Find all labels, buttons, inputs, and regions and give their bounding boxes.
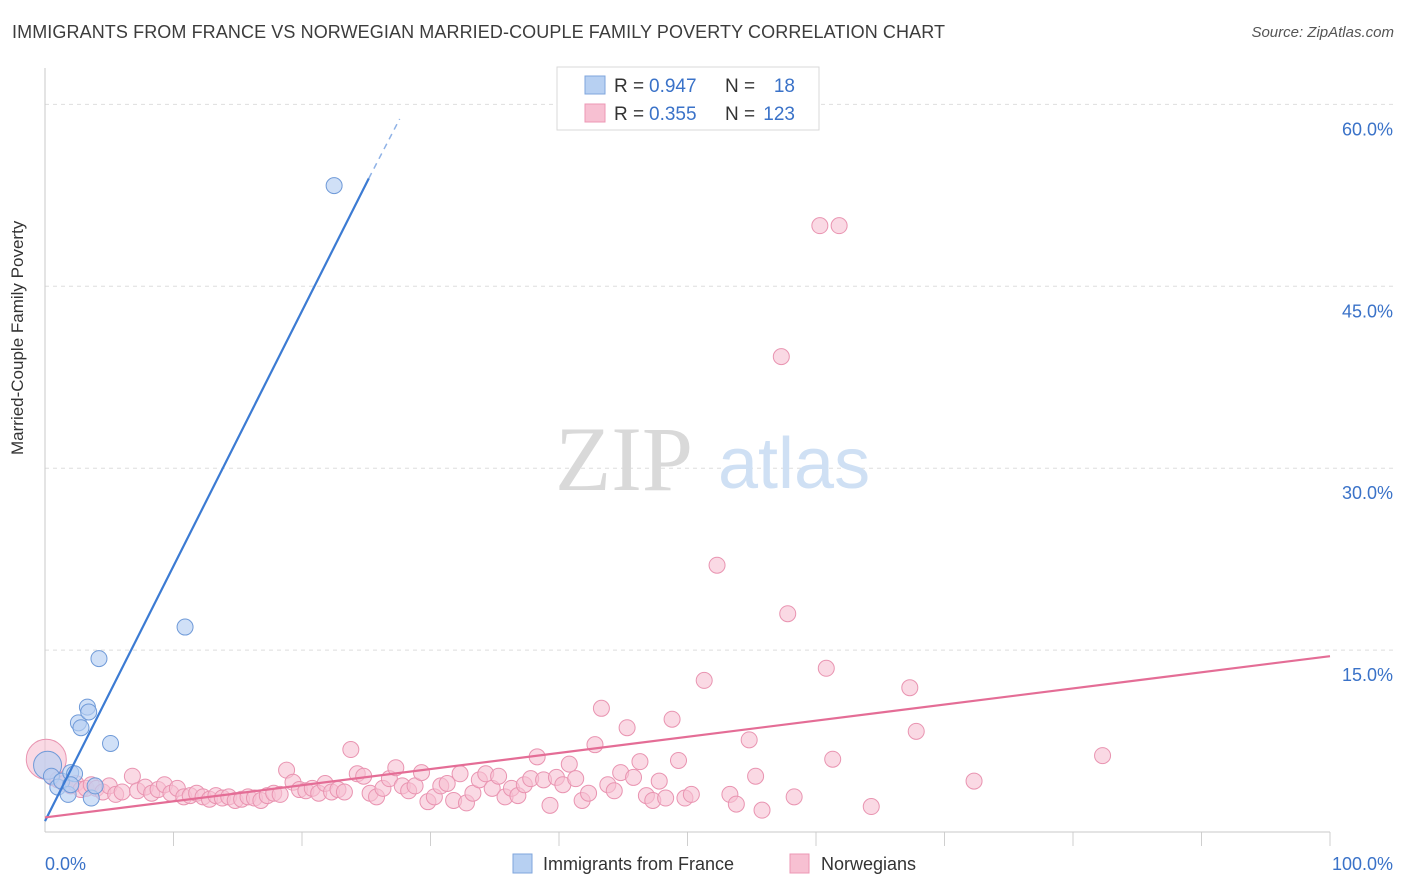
france-r-value: 0.947 <box>649 76 697 97</box>
norwegian-point <box>451 765 469 783</box>
norwegian-point <box>824 750 842 768</box>
france-point <box>80 703 98 721</box>
norwegian-point <box>490 767 508 785</box>
norwegian-bottom-swatch <box>789 853 810 874</box>
y-tick-label: 45.0% <box>1342 301 1393 321</box>
norwegian-bottom-label: Norwegians <box>821 854 916 874</box>
trend-lines <box>44 118 1331 822</box>
y-tick-label: 30.0% <box>1342 483 1393 503</box>
axes <box>44 68 1330 833</box>
norwegian-point <box>772 348 790 366</box>
watermark-zip: ZIP <box>555 408 693 510</box>
norwegian-point <box>727 795 745 813</box>
y-axis-label: Married-Couple Family Poverty <box>8 220 27 455</box>
norwegian-point <box>830 217 848 235</box>
norwegian-point <box>657 789 675 807</box>
france-n-label: N = <box>725 76 755 97</box>
norwegian-point <box>113 783 131 801</box>
france-point <box>72 719 90 737</box>
x-tick-label: 0.0% <box>45 854 86 874</box>
norwegian-point <box>586 736 604 754</box>
norwegian-point <box>811 217 829 235</box>
france-points <box>33 177 343 807</box>
norwegian-point <box>1094 747 1112 765</box>
norwegian-point <box>618 719 636 737</box>
x-tick-labels: 0.0% 100.0% <box>45 854 1393 874</box>
france-bottom-label: Immigrants from France <box>543 854 734 874</box>
y-tick-label: 15.0% <box>1342 665 1393 685</box>
x-tick-label: 100.0% <box>1332 854 1393 874</box>
norwegian-point <box>740 731 758 749</box>
norwegian-point <box>541 796 559 814</box>
norwegian-point <box>123 767 141 785</box>
norwegian-point <box>625 768 643 786</box>
france-point <box>176 618 194 636</box>
y-tick-labels: 15.0% 30.0% 45.0% 60.0% <box>1342 119 1393 685</box>
norwegian-point <box>817 659 835 677</box>
france-legend-swatch <box>584 75 606 95</box>
france-point <box>325 177 343 195</box>
france-bottom-swatch <box>512 853 533 874</box>
norwegian-point <box>862 798 880 816</box>
norwegian-point <box>560 755 578 773</box>
norwegian-n-value: 123 <box>763 104 795 125</box>
france-point <box>86 777 104 795</box>
norwegian-point <box>670 751 688 769</box>
norwegian-point <box>907 722 925 740</box>
france-r-label: R = <box>614 76 644 97</box>
norwegian-point <box>438 774 456 792</box>
norwegian-point <box>592 699 610 717</box>
norwegian-point <box>747 767 765 785</box>
france-n-value: 18 <box>774 76 795 97</box>
norwegian-n-label: N = <box>725 104 755 125</box>
france-point <box>102 734 120 752</box>
norwegian-point <box>271 785 289 803</box>
france-trend-line <box>44 177 370 822</box>
norwegian-point <box>785 788 803 806</box>
chart-title: IMMIGRANTS FROM FRANCE VS NORWEGIAN MARR… <box>12 22 946 42</box>
norwegian-point <box>708 556 726 574</box>
norwegian-point <box>650 772 668 790</box>
norwegian-points <box>25 217 1112 819</box>
norwegian-point <box>631 753 649 771</box>
norwegian-point <box>567 770 585 788</box>
france-point <box>90 650 108 668</box>
norwegian-point <box>342 741 360 759</box>
norwegian-r-label: R = <box>614 104 644 125</box>
norwegian-point <box>682 785 700 803</box>
france-trend-extension <box>368 118 401 179</box>
source-label: Source: ZipAtlas.com <box>1251 24 1394 41</box>
norwegian-point <box>663 710 681 728</box>
watermark: ZIP atlas <box>555 408 870 510</box>
norwegian-point <box>695 671 713 689</box>
norwegian-point <box>387 759 405 777</box>
norwegian-point <box>965 772 983 790</box>
norwegian-r-value: 0.355 <box>649 104 697 125</box>
y-tick-label: 60.0% <box>1342 119 1393 139</box>
norwegian-point <box>901 679 919 697</box>
norwegian-point <box>335 783 353 801</box>
norwegian-point <box>753 801 771 819</box>
bottom-legend: Immigrants from France Norwegians <box>512 853 916 874</box>
watermark-atlas: atlas <box>718 424 870 504</box>
norwegian-point <box>413 764 431 782</box>
norwegian-point <box>779 605 797 623</box>
norwegian-legend-swatch <box>584 103 606 123</box>
norwegian-trend-line <box>44 655 1331 819</box>
norwegian-point <box>580 784 598 802</box>
norwegian-point <box>605 782 623 800</box>
top-legend: R = 0.947 N = 18 R = 0.355 N = 123 <box>556 66 820 131</box>
